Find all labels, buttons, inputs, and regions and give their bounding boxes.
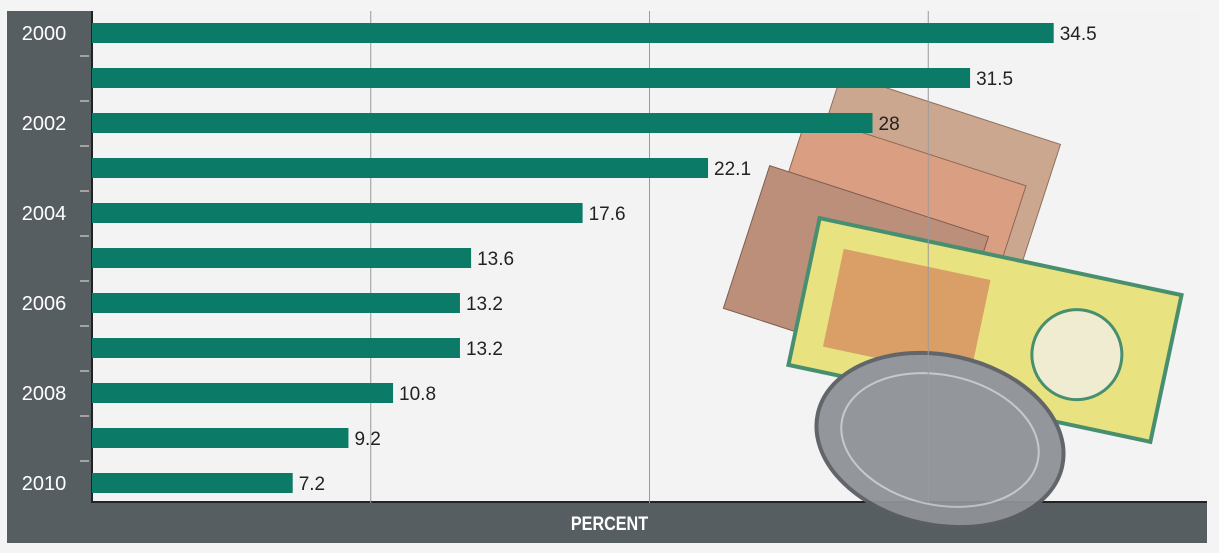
bar-2009 [92,428,349,448]
y-tick-label: 2008 [22,383,67,405]
value-label: 22.1 [714,159,751,180]
x-axis-label: PERCENT [570,514,649,535]
bar-2007 [92,338,460,358]
value-label: 28 [879,114,900,135]
value-label: 13.2 [466,294,503,315]
bar-2008 [92,383,394,403]
value-label: 10.8 [399,384,436,405]
value-label: 31.5 [976,69,1013,90]
value-label: 13.6 [477,249,514,270]
value-label: 34.5 [1060,24,1097,45]
value-label: 9.2 [354,429,380,450]
money-illustration [722,72,1184,530]
value-label: 7.2 [299,474,325,495]
bar-2006 [92,293,460,313]
y-tick-label: 2010 [22,473,67,495]
bar-2005 [92,248,472,268]
y-tick-label: 2002 [22,113,67,135]
bar-2010 [92,473,293,493]
bar-2002 [92,113,873,133]
bar-2001 [92,68,971,88]
value-label: 17.6 [589,204,626,225]
value-label: 13.2 [466,339,503,360]
y-tick-label: 2004 [22,203,67,225]
y-tick-label: 2006 [22,293,67,315]
bar-2004 [92,203,583,223]
bar-2003 [92,158,709,178]
y-tick-label: 2000 [22,23,67,45]
bar-2000 [92,23,1054,43]
